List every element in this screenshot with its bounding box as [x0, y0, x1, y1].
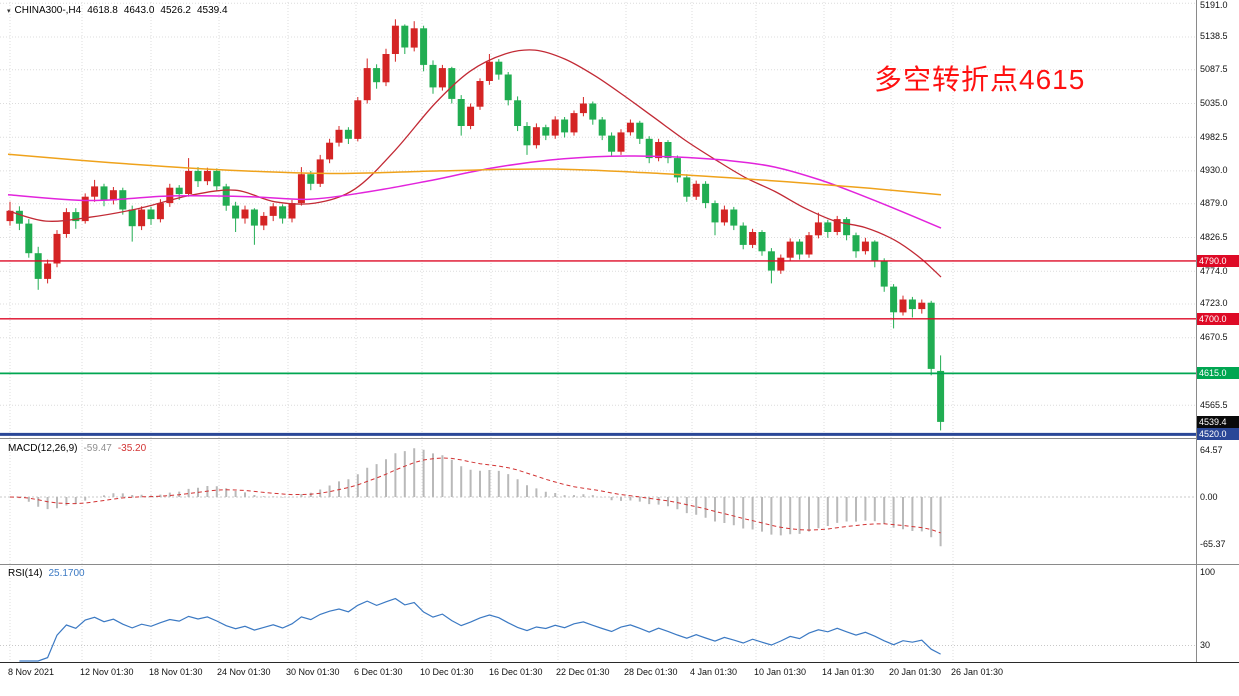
date-tick-label: 6 Dec 01:30	[354, 667, 403, 677]
price-badge-4520.0: 4520.0	[1197, 428, 1239, 441]
date-tick-label: 22 Dec 01:30	[556, 667, 610, 677]
ohlc-high-value: 4643.0	[123, 5, 155, 16]
price-tick-label: 5035.0	[1200, 97, 1228, 108]
price-tick-label: 4670.5	[1200, 332, 1228, 343]
horizontal-lines-layer[interactable]	[0, 260, 1196, 436]
rsi-tick-label: 100	[1200, 566, 1216, 577]
candles-layer	[6, 19, 945, 431]
rsi-value: 25.1700	[48, 568, 85, 579]
rsi-panel	[0, 597, 1196, 662]
ohlc-open-value: 4618.8	[87, 5, 118, 16]
price-tick-label: 4879.0	[1200, 198, 1228, 209]
ma-fast-red-line	[7, 49, 942, 278]
date-tick-label: 18 Nov 01:30	[149, 667, 203, 677]
dropdown-triangle-icon: ▾	[7, 7, 11, 15]
grid-layer	[0, 2, 1196, 661]
macd-signal-line	[9, 457, 941, 534]
price-tick-label: 4774.0	[1200, 265, 1228, 276]
macd-tick-label: 0.00	[1200, 491, 1218, 502]
price-tick-label: 5087.5	[1200, 64, 1228, 75]
price-axis[interactable]: 5191.0 5138.5 5087.5 5035.0 4982.5 4930.0 4879…	[1196, 0, 1239, 662]
date-tick-label: 10 Dec 01:30	[420, 667, 474, 677]
date-tick-label: 14 Jan 01:30	[822, 667, 875, 677]
symbol-timeframe-label: CHINA300-,H4	[14, 5, 82, 16]
price-tick-label: 5138.5	[1200, 31, 1228, 42]
date-tick-label: 10 Jan 01:30	[754, 667, 807, 677]
rsi-name: RSI(14)	[8, 568, 43, 579]
ma-slow-orange-line	[7, 153, 942, 196]
annotation-text[interactable]: 多空转折点4615	[874, 64, 1086, 95]
price-tick-label: 4723.0	[1200, 298, 1228, 309]
macd-name: MACD(12,26,9)	[8, 443, 78, 454]
ohlc-low-value: 4526.2	[160, 5, 191, 16]
date-tick-label: 24 Nov 01:30	[217, 667, 271, 677]
date-tick-label: 8 Nov 2021	[8, 667, 55, 677]
price-tick-label: 4826.5	[1200, 231, 1228, 242]
price-tick-label: 5191.0	[1200, 0, 1228, 10]
date-tick-label: 28 Dec 01:30	[624, 667, 678, 677]
rsi-indicator-label: RSI(14) 25.1700	[8, 568, 85, 579]
time-axis[interactable]: 8 Nov 2021 12 Nov 01:30 18 Nov 01:30 24 Nov…	[0, 667, 1196, 681]
macd-main-value: -59.47	[83, 443, 112, 454]
macd-indicator-label: MACD(12,26,9) -59.47 -35.20	[8, 443, 146, 454]
panel-separators	[0, 0, 1239, 663]
moving-averages-layer	[7, 49, 942, 278]
chart-title-bar: ▾ CHINA300-,H4 4618.8 4643.0 4526.2 4539…	[7, 5, 228, 16]
macd-tick-label: 64.57	[1200, 445, 1223, 455]
price-badge-4539.4: 4539.4	[1197, 416, 1239, 428]
date-tick-label: 20 Jan 01:30	[889, 667, 942, 677]
price-badge-4615.0: 4615.0	[1197, 367, 1239, 380]
ohlc-close-value: 4539.4	[197, 5, 228, 16]
ma-medium-magenta-line	[7, 155, 942, 229]
rsi-line	[19, 597, 941, 662]
macd-panel	[0, 448, 1196, 547]
price-tick-label: 4565.5	[1200, 399, 1228, 410]
date-tick-label: 26 Jan 01:30	[951, 667, 1004, 677]
date-tick-label: 30 Nov 01:30	[286, 667, 340, 677]
date-tick-label: 4 Jan 01:30	[690, 667, 738, 677]
price-tick-label: 4930.0	[1200, 165, 1228, 176]
rsi-tick-label: 30	[1200, 640, 1211, 650]
macd-tick-label: -65.37	[1200, 538, 1226, 549]
date-tick-label: 16 Dec 01:30	[489, 667, 543, 677]
macd-signal-value: -35.20	[117, 443, 147, 454]
price-badge-4790.0: 4790.0	[1197, 254, 1239, 267]
price-badge-4700.0: 4700.0	[1197, 312, 1239, 325]
date-tick-label: 12 Nov 01:30	[80, 667, 134, 677]
price-tick-label: 4982.5	[1200, 131, 1228, 142]
